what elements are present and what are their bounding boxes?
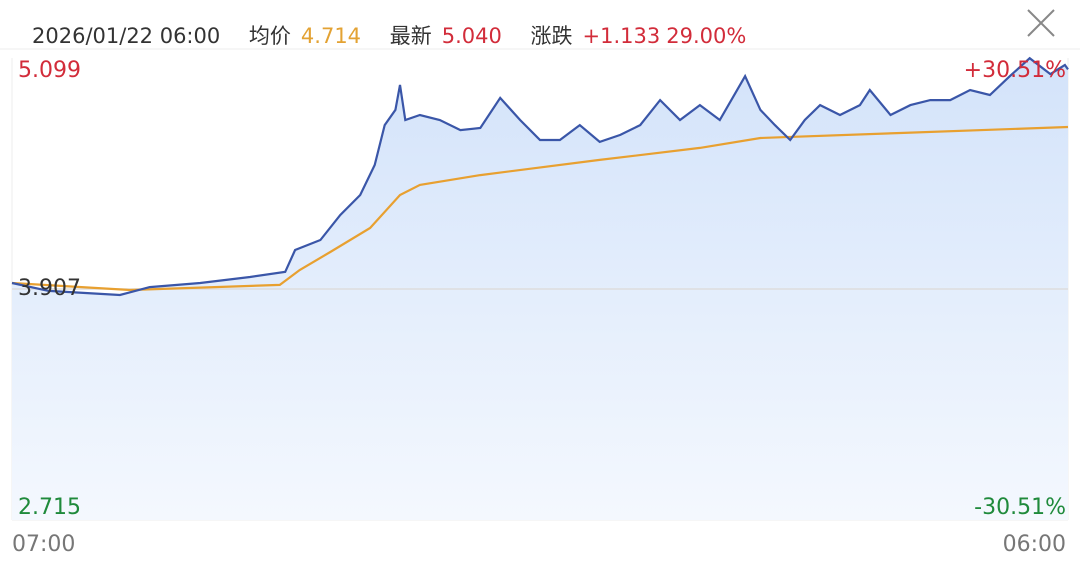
- y-top-label: 5.099: [18, 58, 81, 83]
- change-value: +1.133: [582, 24, 661, 48]
- y-mid-label: 3.907: [18, 276, 81, 301]
- avg-value: 4.714: [300, 24, 362, 48]
- avg-label: 均价: [248, 24, 291, 48]
- pct-top-label: +30.51%: [963, 58, 1066, 83]
- latest-label: 最新: [389, 24, 432, 48]
- price-line: [11, 56, 1069, 297]
- quote-header: 2026/01/22 06:00 均价 4.714 最新 5.040 涨跌 +1.13…: [32, 20, 756, 50]
- change-pct: 29.00%: [666, 24, 747, 48]
- average-price-line: [11, 125, 1069, 292]
- x-end-label: 06:00: [1002, 532, 1066, 557]
- x-start-label: 07:00: [12, 532, 76, 557]
- close-x-icon[interactable]: [1024, 6, 1058, 40]
- datetime: 2026/01/22 06:00: [32, 24, 221, 48]
- pct-bottom-label: -30.51%: [974, 495, 1066, 520]
- latest-value: 5.040: [441, 24, 502, 48]
- change-label: 涨跌: [530, 24, 573, 48]
- y-bottom-label: 2.715: [18, 495, 81, 520]
